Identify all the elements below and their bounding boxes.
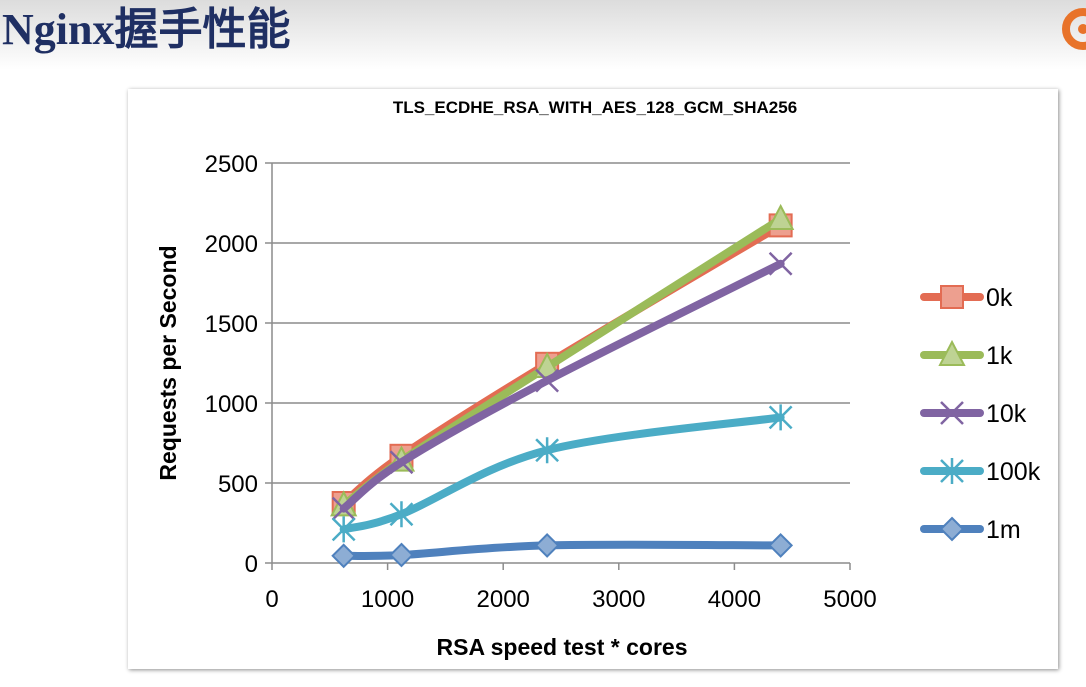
data-point-1m-0	[331, 543, 357, 569]
legend-label-0k: 0k	[986, 284, 1013, 312]
chart-legend: 0k 1k 10k 100k 1m	[920, 284, 1041, 544]
legend-label-10k: 10k	[986, 400, 1027, 428]
legend-marker-10k	[940, 401, 964, 425]
legend-entry-0k: 0k	[920, 284, 1013, 312]
legend-label-100k: 100k	[986, 458, 1041, 486]
slide-title: Nginx握手性能	[2, 5, 291, 54]
legend-label-1m: 1m	[986, 516, 1021, 544]
data-point-1k-3	[766, 203, 795, 230]
y-tick-label-3: 1500	[205, 311, 258, 338]
legend-label-1k: 1k	[986, 342, 1013, 370]
legend-entry-100k: 100k	[920, 458, 1041, 486]
y-tick-label-2: 1000	[205, 391, 258, 418]
data-point-10k-0	[331, 496, 356, 521]
y-axis-label: Requests per Second	[155, 245, 181, 480]
legend-marker-0k	[940, 285, 964, 309]
line-chart: TLS_ECDHE_RSA_WITH_AES_128_GCM_SHA256 0 5…	[155, 98, 1041, 660]
data-point-100k-2	[535, 437, 560, 464]
data-point-100k-1	[389, 501, 414, 528]
data-point-10k-3	[768, 251, 793, 276]
y-tick-label-5: 2500	[205, 151, 258, 178]
x-tick-label-2: 2000	[477, 586, 530, 613]
legend-marker-1m	[939, 516, 965, 542]
orange-swirl-logo-icon	[1060, 6, 1086, 52]
series-1m	[331, 532, 794, 569]
y-tick-label-4: 2000	[205, 231, 258, 258]
data-point-1m-1	[389, 542, 414, 568]
chart-axes	[271, 163, 850, 564]
slide-header	[0, 0, 1086, 70]
x-tick-label-1: 1000	[361, 586, 414, 613]
series-100k	[331, 404, 793, 543]
x-tick-label-4: 4000	[708, 586, 761, 613]
series-10k	[331, 251, 793, 521]
x-tick-label-5: 5000	[823, 586, 876, 613]
data-point-100k-3	[768, 404, 793, 431]
y-tick-label-1: 500	[218, 471, 258, 498]
legend-marker-100k	[940, 458, 964, 484]
series-line-100k	[339, 413, 785, 534]
data-point-1m-2	[534, 532, 560, 558]
chart-series	[330, 203, 795, 569]
series-line-1m	[339, 540, 785, 560]
legend-entry-10k: 10k	[920, 400, 1027, 428]
chart-panel: TLS_ECDHE_RSA_WITH_AES_128_GCM_SHA256 0 5…	[128, 89, 1058, 669]
y-axis-ticks: 0 500 1000 1500 2000 2500	[205, 151, 272, 578]
x-axis-label: RSA speed test * cores	[437, 634, 688, 660]
chart-gridlines	[272, 162, 850, 484]
x-axis-ticks: 0 1000 2000 3000 4000 5000	[265, 563, 877, 613]
data-point-1m-3	[768, 532, 794, 558]
series-line-10k	[339, 259, 785, 513]
x-tick-label-0: 0	[265, 586, 278, 613]
data-point-10k-1	[389, 450, 414, 475]
x-tick-label-3: 3000	[592, 586, 645, 613]
y-tick-label-0: 0	[245, 551, 258, 578]
data-point-10k-2	[535, 368, 560, 393]
legend-marker-1k	[938, 339, 966, 366]
chart-title: TLS_ECDHE_RSA_WITH_AES_128_GCM_SHA256	[393, 98, 797, 117]
legend-entry-1m: 1m	[920, 516, 1021, 544]
data-point-100k-0	[331, 516, 356, 543]
series-1k	[330, 203, 795, 517]
legend-entry-1k: 1k	[920, 339, 1013, 370]
